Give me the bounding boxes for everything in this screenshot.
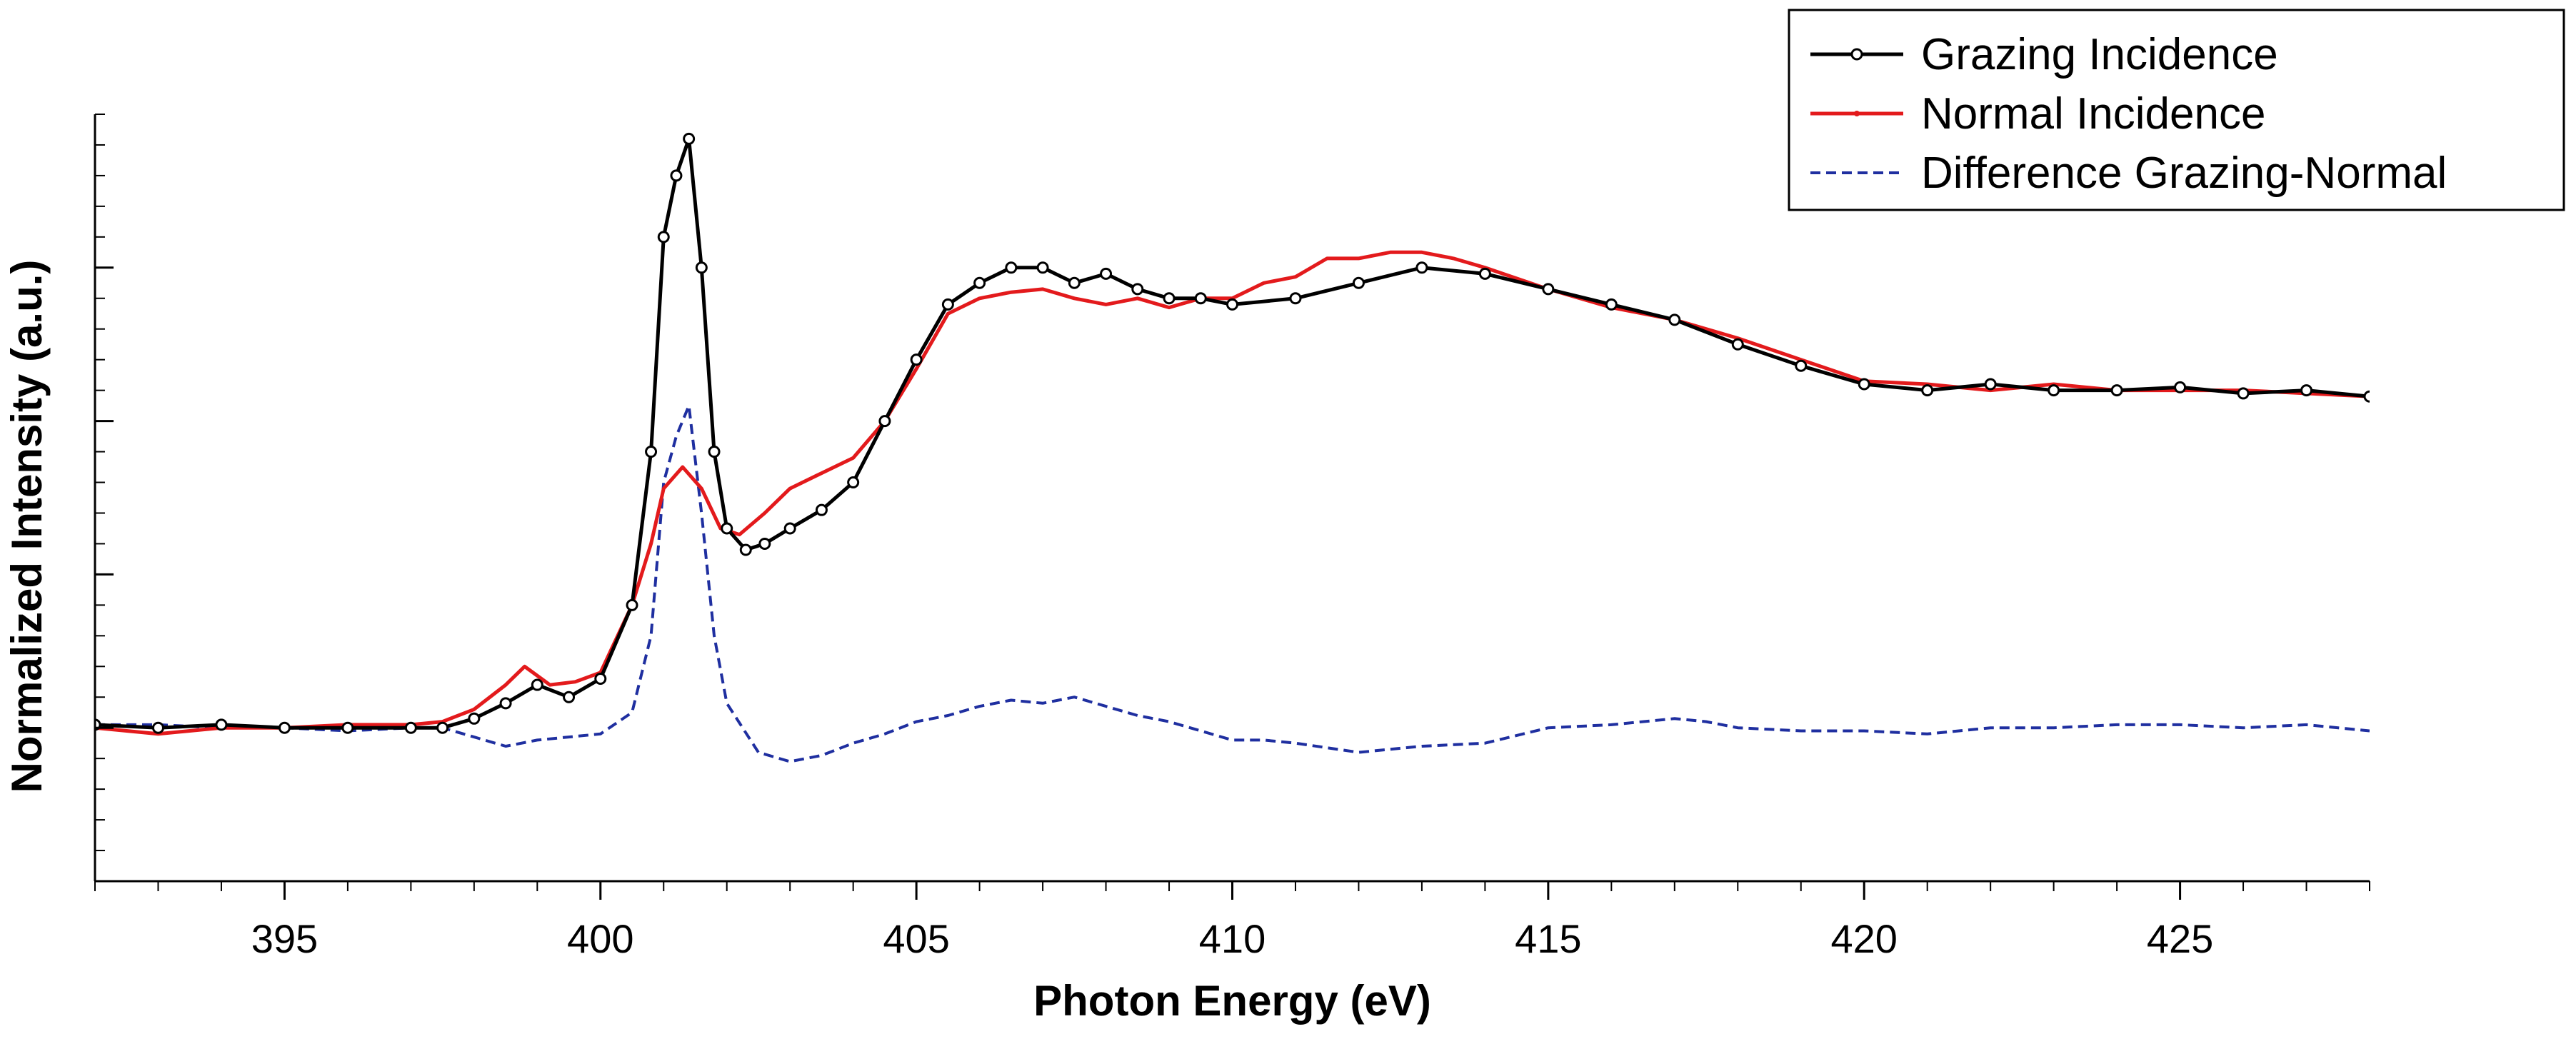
data-point	[847, 476, 860, 489]
data-point	[1226, 298, 1238, 311]
data-point	[1194, 292, 1207, 305]
data-point	[708, 446, 721, 458]
data-point	[436, 721, 449, 734]
data-point	[2048, 384, 2060, 397]
data-point	[2110, 384, 2123, 397]
x-tick-label: 405	[883, 916, 949, 961]
y-ticks	[95, 114, 114, 882]
x-tick-label: 420	[1831, 916, 1898, 961]
series-line	[95, 136, 2370, 730]
data-point	[1036, 261, 1049, 274]
data-point	[278, 721, 291, 734]
data-point	[2174, 381, 2187, 393]
data-point	[341, 721, 354, 734]
data-point	[1068, 276, 1081, 289]
legend-label: Difference Grazing-Normal	[1921, 149, 2447, 198]
x-tick-label: 395	[251, 916, 318, 961]
data-point	[758, 537, 771, 550]
y-axis-title: Normalized Intensity (a.u.)	[3, 260, 51, 793]
data-point	[626, 598, 638, 611]
data-point	[1415, 261, 1428, 274]
x-tick-label: 410	[1199, 916, 1266, 961]
series-line	[95, 250, 2370, 736]
x-ticks: 395 400 405 410 415 420 425	[94, 881, 2370, 961]
series-layer	[95, 132, 2370, 763]
data-point	[2237, 387, 2250, 400]
data-point	[1163, 292, 1176, 305]
data-point	[941, 298, 954, 311]
data-point	[1858, 378, 1870, 391]
data-point	[721, 522, 733, 535]
data-point	[1731, 338, 1744, 351]
data-point	[1352, 276, 1365, 289]
data-point	[1131, 283, 1144, 296]
data-point	[683, 132, 696, 145]
data-point	[783, 522, 796, 535]
data-point	[815, 503, 828, 516]
data-point	[499, 697, 512, 710]
data-point	[1100, 267, 1113, 280]
legend-box	[1788, 9, 2565, 211]
legend-item: Normal Incidence	[1810, 89, 2265, 139]
axes-layer	[94, 114, 2370, 883]
data-point	[151, 721, 164, 734]
x-tick-label: 400	[567, 916, 633, 961]
data-point	[1921, 384, 1934, 397]
data-point	[1984, 378, 1997, 391]
legend-marker	[1850, 48, 1863, 61]
series-difference-grazing-normal	[95, 404, 2370, 763]
data-point	[1005, 261, 1018, 274]
data-point	[1542, 283, 1555, 296]
data-point	[215, 718, 228, 731]
x-tick-label: 425	[2147, 916, 2213, 961]
data-point	[1289, 292, 1302, 305]
legend-item: Difference Grazing-Normal	[1810, 149, 2447, 198]
data-point	[404, 721, 417, 734]
data-point	[878, 415, 891, 428]
data-point	[1668, 313, 1681, 326]
data-point	[1605, 298, 1618, 311]
data-point	[1795, 359, 1808, 372]
data-point	[2363, 390, 2370, 403]
series-normal-incidence	[95, 250, 2370, 736]
legend: Grazing Incidence Normal Incidence Differe…	[1788, 9, 2565, 211]
data-point	[695, 261, 708, 274]
data-point	[657, 231, 670, 244]
legend-label: Grazing Incidence	[1921, 30, 2278, 79]
data-point	[468, 712, 481, 725]
data-point	[670, 169, 683, 182]
data-point	[973, 276, 986, 289]
legend-marker	[1854, 111, 1860, 116]
data-point	[1478, 267, 1491, 280]
x-tick-label: 415	[1515, 916, 1581, 961]
legend-item: Grazing Incidence	[1810, 30, 2278, 79]
series-line	[95, 404, 2370, 763]
data-point	[563, 691, 576, 703]
data-point	[2300, 384, 2313, 397]
data-point	[910, 353, 923, 366]
data-point	[531, 678, 543, 691]
x-axis-title: Photon Energy (eV)	[1033, 977, 1431, 1025]
data-point	[645, 446, 658, 458]
data-point	[594, 672, 607, 685]
series-grazing-incidence	[95, 132, 2370, 734]
legend-label: Normal Incidence	[1921, 89, 2265, 139]
data-point	[739, 543, 752, 556]
